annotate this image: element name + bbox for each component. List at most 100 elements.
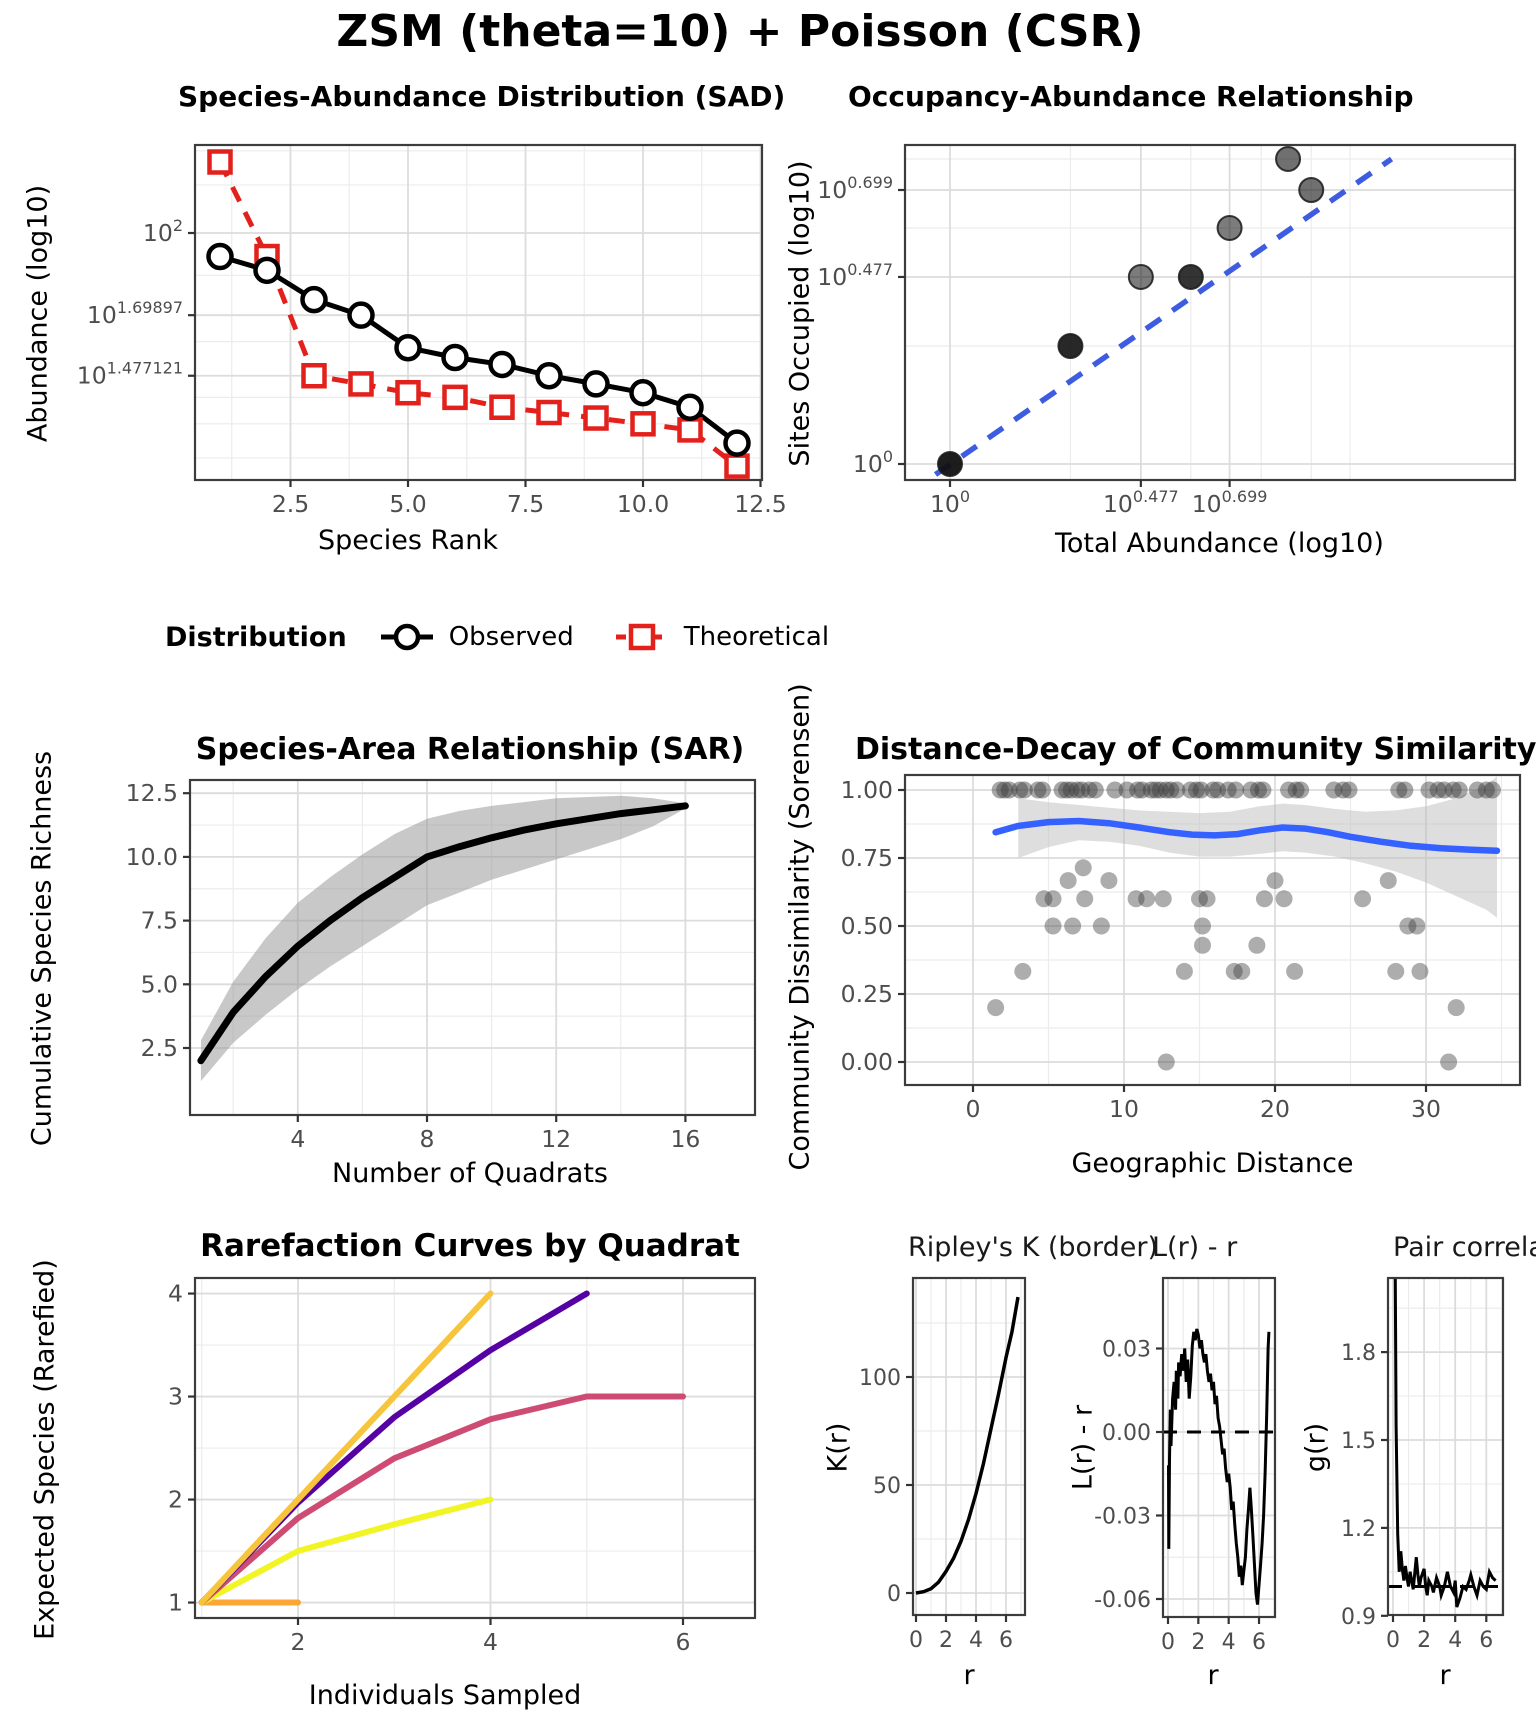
svg-text:0.00: 0.00	[1102, 1421, 1151, 1446]
panel-dd: 0 10 20 30 0.00 0.25 0.50 0.75 1.00	[841, 773, 1522, 1123]
ripley-k-title: Ripley's K (border)	[908, 1232, 1159, 1263]
svg-text:1.2: 1.2	[1341, 1517, 1376, 1542]
svg-text:0: 0	[966, 1095, 981, 1123]
sar-x-label: Number of Quadrats	[332, 1158, 608, 1189]
svg-text:7.5: 7.5	[507, 490, 544, 518]
svg-text:0.03: 0.03	[1102, 1338, 1151, 1363]
svg-text:6: 6	[1479, 1628, 1493, 1653]
svg-text:100.477: 100.477	[817, 260, 893, 291]
svg-text:100.699: 100.699	[817, 173, 893, 204]
distribution-legend: Distribution Observed Theoretical	[165, 620, 855, 654]
svg-text:6: 6	[1252, 1630, 1266, 1655]
svg-text:10: 10	[1109, 1095, 1139, 1123]
svg-text:0: 0	[1161, 1630, 1175, 1655]
svg-text:4: 4	[969, 1628, 983, 1653]
svg-text:7.5: 7.5	[141, 907, 178, 935]
svg-text:4: 4	[1448, 1628, 1462, 1653]
sad-title: Species-Abundance Distribution (SAD)	[178, 80, 786, 113]
panel-sad: 2.5 5.0 7.5 10.0 12.5 102 101.69897 101.477121	[77, 143, 787, 518]
svg-text:2: 2	[291, 1628, 306, 1656]
oar-title-clip: Occupancy-Abundance Relationship	[845, 80, 1536, 118]
svg-text:100.477: 100.477	[1103, 487, 1179, 518]
g-y-label: g(r)	[1300, 1422, 1332, 1473]
panel-sar: 4 8 12 16 2.5 5.0 7.5 10.0 12.5	[126, 778, 757, 1153]
svg-text:2.5: 2.5	[272, 490, 309, 518]
svg-text:20: 20	[1260, 1095, 1290, 1123]
svg-text:2: 2	[1191, 1630, 1205, 1655]
svg-text:12.5: 12.5	[126, 779, 178, 807]
svg-text:101.477121: 101.477121	[77, 359, 183, 390]
l-minus-r-title: L(r) - r	[1152, 1232, 1238, 1263]
svg-text:12.5: 12.5	[734, 490, 786, 518]
oar-title: Occupancy-Abundance Relationship	[848, 80, 1414, 113]
rarefaction-title: Rarefaction Curves by Quadrat	[200, 1228, 740, 1264]
svg-text:100.699: 100.699	[1192, 487, 1268, 518]
svg-text:0.9: 0.9	[1341, 1605, 1376, 1630]
svg-text:5.0: 5.0	[141, 970, 178, 998]
svg-text:-0.03: -0.03	[1094, 1504, 1151, 1529]
svg-text:2: 2	[168, 1486, 183, 1514]
sad-title-clip: Species-Abundance Distribution (SAD)	[0, 80, 845, 118]
dd-title: Distance-Decay of Community Similarity	[855, 732, 1536, 767]
svg-text:100: 100	[859, 1366, 901, 1391]
panel-rare: 2 4 6 1 2 3 4	[168, 1276, 757, 1656]
svg-text:6: 6	[999, 1628, 1013, 1653]
svg-text:100: 100	[930, 487, 970, 518]
svg-text:5.0: 5.0	[389, 490, 426, 518]
svg-text:100: 100	[853, 447, 893, 478]
sar-y-label: Cumulative Species Richness	[26, 750, 58, 1147]
legend-title: Distribution	[165, 621, 347, 653]
sar-title: Species-Area Relationship (SAR)	[195, 732, 745, 767]
svg-text:-0.06: -0.06	[1094, 1588, 1151, 1613]
lr-x-label: r	[1207, 1660, 1219, 1691]
svg-text:6: 6	[676, 1628, 691, 1656]
svg-text:0: 0	[887, 1582, 901, 1607]
svg-text:0: 0	[1386, 1628, 1400, 1653]
dd-y-label: Community Dissimilarity (Sorensen)	[784, 683, 816, 1171]
svg-text:4: 4	[168, 1280, 183, 1308]
panel-g: 0 2 4 6 1.8 1.5 1.2 0.9	[1341, 1276, 1505, 1653]
oar-y-label: Sites Occupied (log10)	[784, 160, 816, 467]
svg-text:10.0: 10.0	[126, 843, 178, 871]
svg-text:0.25: 0.25	[841, 980, 893, 1008]
svg-text:101.69897: 101.69897	[87, 298, 183, 329]
svg-text:4: 4	[1222, 1630, 1236, 1655]
svg-text:30: 30	[1411, 1095, 1441, 1123]
panel-oar: 100 100.477 100.699 100 100.477 100.699	[817, 143, 1517, 518]
svg-text:4: 4	[483, 1628, 498, 1656]
pair-correlation-title: Pair correlation	[1393, 1232, 1536, 1263]
theoretical-key-icon	[615, 623, 668, 651]
svg-text:0: 0	[909, 1628, 923, 1653]
svg-text:4: 4	[290, 1125, 305, 1153]
svg-text:0.75: 0.75	[841, 844, 893, 872]
svg-text:1.8: 1.8	[1341, 1341, 1376, 1366]
svg-text:1.00: 1.00	[841, 776, 893, 804]
lr-y-label: L(r) - r	[1067, 1404, 1099, 1491]
rarefaction-x-label: Individuals Sampled	[308, 1680, 582, 1711]
svg-text:10.0: 10.0	[617, 490, 669, 518]
g-x-label: r	[1439, 1660, 1451, 1691]
dd-title-clip: Distance-Decay of Community Similarity	[810, 732, 1536, 772]
oar-x-label: Total Abundance (log10)	[1055, 528, 1384, 559]
svg-text:1: 1	[168, 1589, 183, 1617]
svg-text:3: 3	[168, 1383, 183, 1411]
svg-text:2: 2	[1417, 1628, 1431, 1653]
svg-text:16: 16	[670, 1125, 700, 1153]
rarefaction-y-label: Expected Species (Rarefied)	[29, 1259, 61, 1640]
svg-text:8: 8	[420, 1125, 435, 1153]
svg-text:0.00: 0.00	[841, 1048, 893, 1076]
svg-text:0.50: 0.50	[841, 912, 893, 940]
main-title: ZSM (theta=10) + Poisson (CSR)	[336, 6, 1144, 57]
sad-y-label: Abundance (log10)	[22, 184, 54, 443]
panel-lr: 0 2 4 6 0.03 0.00 -0.03 -0.06	[1094, 1276, 1277, 1655]
dd-x-label: Geographic Distance	[1071, 1148, 1354, 1179]
svg-text:102: 102	[143, 216, 183, 247]
svg-text:2.5: 2.5	[141, 1034, 178, 1062]
k-y-label: K(r)	[822, 1422, 854, 1473]
svg-text:12: 12	[541, 1125, 571, 1153]
svg-text:1.5: 1.5	[1341, 1429, 1376, 1454]
observed-key-icon	[380, 623, 433, 651]
